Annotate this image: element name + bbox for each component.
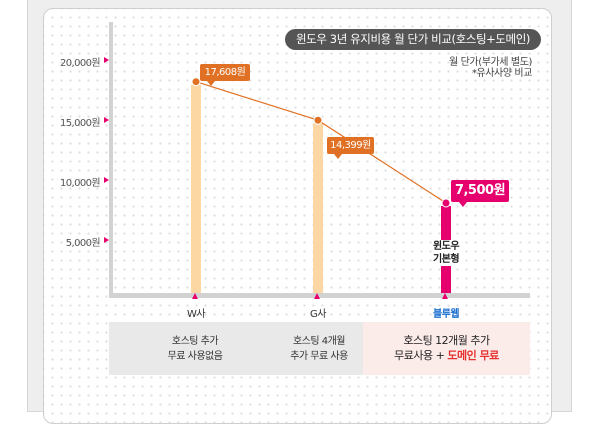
value-callout-w: 17,608원 [200,64,250,86]
x-tick-arrow-icon [442,293,448,299]
footer-cell-g: 호스팅 4개월 추가 무료 사용 [259,334,379,364]
y-tick-arrow-icon [104,117,109,123]
y-tick-arrow-icon [104,177,109,183]
bar-inner-text-line-2: 기본형 [431,253,461,266]
x-tick-arrow-icon [314,293,320,299]
footer-free-domain: 도메인 무료 [447,349,499,362]
bar-inner-text: 윈도우 기본형 [424,240,468,266]
y-tick-label-10000: 10,000원 [60,178,101,189]
footer-cell-g-line-2: 추가 무료 사용 [290,351,348,362]
footer-cell-g-line-1: 호스팅 4개월 [292,336,346,347]
footer-cell-w: 호스팅 추가 무료 사용없음 [140,334,250,364]
unit-note-line-1: 월 단가(부가세 별도) [449,57,532,68]
unit-note: 월 단가(부가세 별도) *유사사양 비교 [449,57,532,79]
footer-cell-blueweb-line-1: 호스팅 12개월 추가 [403,334,490,347]
footer-cell-w-line-1: 호스팅 추가 [171,336,219,347]
data-point-0 [191,77,201,87]
y-tick-label-5000: 5,000원 [65,238,101,249]
y-tick-label-15000: 15,000원 [60,118,101,129]
bar-1 [313,123,323,293]
footer-cell-blueweb-line-2: 무료사용 + 도메인 무료 [365,348,528,363]
y-axis-line [109,22,113,298]
unit-note-line-2: *유사사양 비교 [471,68,533,79]
chart-title: 윈도우 3년 유지비용 월 단가 비교(호스팅+도메인) [285,29,541,50]
footer-cell-w-line-2: 무료 사용없음 [167,351,223,362]
y-tick-arrow-icon [104,237,109,243]
footer-highlight [363,322,530,375]
bar-inner-text-line-1: 윈도우 [431,240,461,253]
x-tick-arrow-icon [192,293,198,299]
data-point-1 [313,115,323,125]
footer-free-hosting: 무료사용 + [394,349,448,362]
x-label-blueweb: 블루웹 [432,309,460,320]
y-tick-label-20000: 20,000원 [60,58,101,69]
x-label-w: W사 [186,309,206,320]
x-label-g: G사 [310,309,326,320]
footer-cell-blueweb: 호스팅 12개월 추가 무료사용 + 도메인 무료 [365,333,528,363]
value-callout-blueweb: 7,500원 [451,180,509,207]
data-point-2 [441,198,451,208]
y-tick-arrow-icon [104,57,109,63]
value-callout-g: 14,399원 [327,137,374,159]
bar-0 [191,84,201,293]
